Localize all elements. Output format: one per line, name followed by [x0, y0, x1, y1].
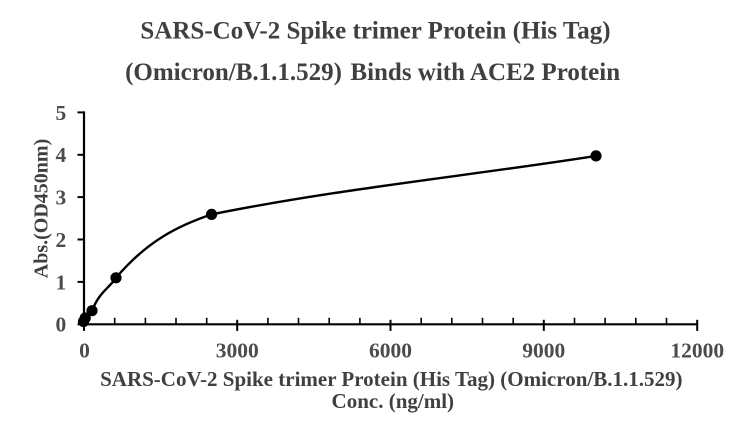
svg-text:Conc. (ng/ml): Conc. (ng/ml) — [332, 389, 455, 413]
svg-text:SARS-CoV-2 Spike trimer Protei: SARS-CoV-2 Spike trimer Protein (His Tag… — [140, 18, 610, 45]
svg-text:9000: 9000 — [522, 339, 565, 363]
svg-text:12000: 12000 — [670, 339, 724, 363]
svg-text:Abs.(OD450nm): Abs.(OD450nm) — [31, 139, 53, 278]
svg-text:3: 3 — [56, 186, 67, 210]
svg-text:3000: 3000 — [216, 339, 259, 363]
svg-text:1: 1 — [56, 270, 67, 294]
svg-text:5: 5 — [56, 101, 67, 125]
svg-text:0: 0 — [56, 313, 67, 337]
svg-text:4: 4 — [56, 143, 67, 167]
svg-text:SARS-CoV-2 Spike trimer Protei: SARS-CoV-2 Spike trimer Protein (His Tag… — [100, 367, 682, 391]
svg-text:0: 0 — [79, 339, 90, 363]
svg-text:2: 2 — [56, 228, 67, 252]
svg-text:6000: 6000 — [369, 339, 412, 363]
svg-text:(Omicron/B.1.1.529) Binds with: (Omicron/B.1.1.529) Binds with ACE2 Prot… — [125, 59, 620, 86]
